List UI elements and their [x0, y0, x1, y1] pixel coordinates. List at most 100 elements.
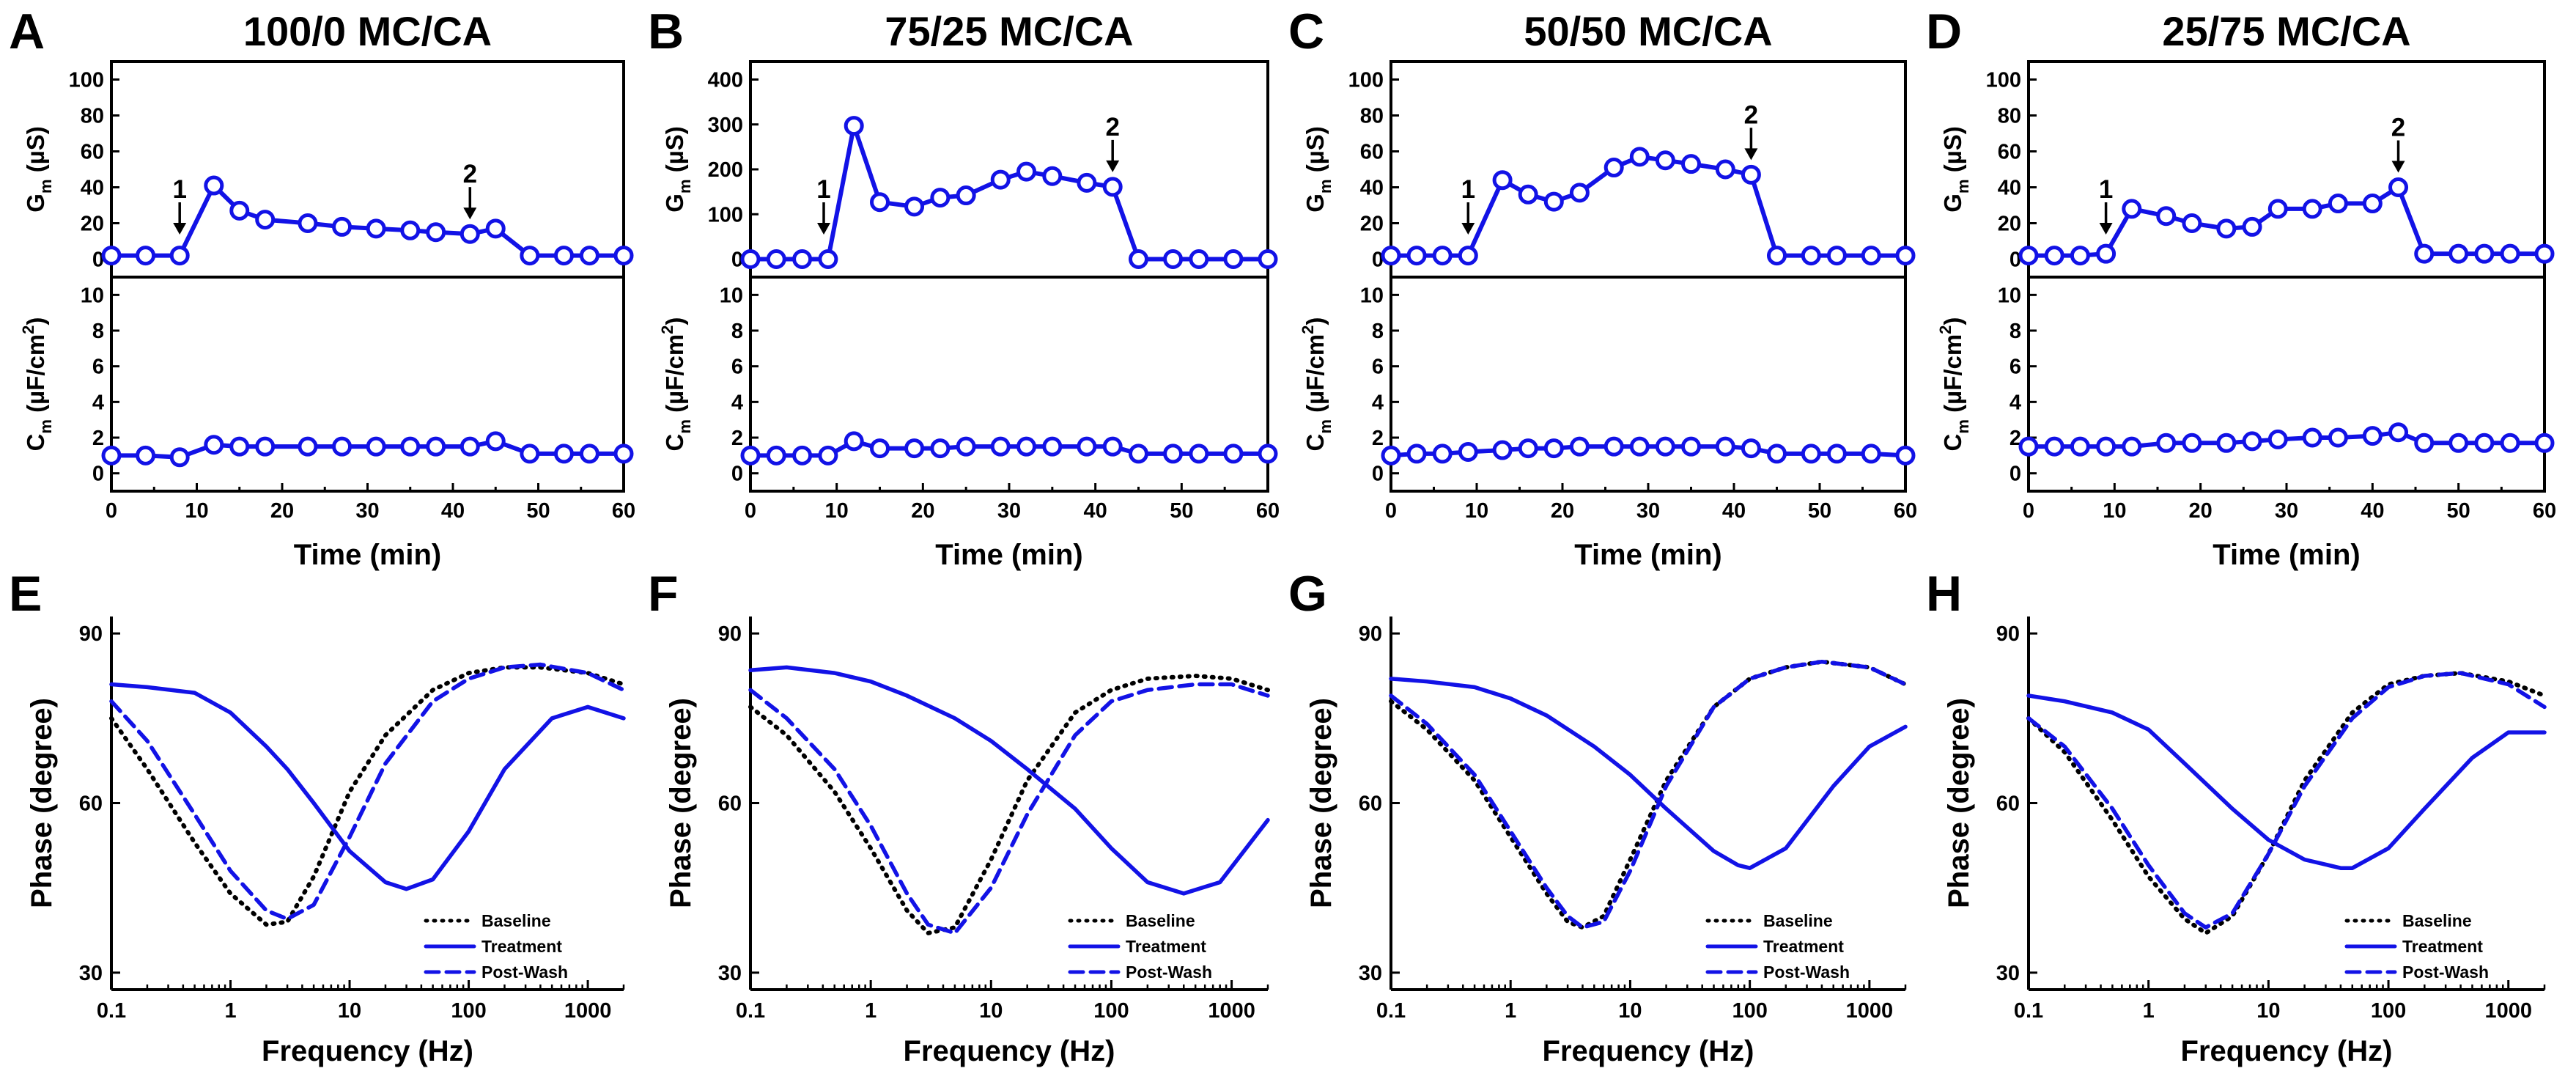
cm-data-point: [426, 436, 446, 457]
panel-title: 25/75 MC/CA: [2162, 8, 2410, 54]
cm-data-point: [1381, 445, 1401, 465]
time-axis-title: Time (min): [294, 539, 442, 571]
gm-tick-label: 20: [1360, 213, 1384, 236]
x-tick-label: 0: [106, 499, 117, 523]
cm-data-point: [792, 445, 813, 465]
cm-data-point: [2096, 436, 2116, 457]
gm-data-point: [2414, 243, 2435, 264]
gm-data-point: [136, 246, 156, 266]
x-tick-label: 100: [2371, 999, 2406, 1023]
annotation-arrow-head: [1106, 160, 1120, 172]
x-tick-label: 0: [2023, 499, 2034, 523]
cm-tick-label: 10: [720, 284, 743, 307]
cm-tick-label: 6: [1372, 356, 1384, 379]
cm-data-point: [332, 436, 353, 457]
cm-label-close: ): [661, 317, 688, 325]
gm-data-point: [2096, 243, 2116, 264]
time-axis-title: Time (min): [1574, 539, 1722, 571]
gm-tick-label: 40: [81, 177, 104, 200]
annotation-arrow-label: 1: [2099, 175, 2113, 204]
cm-label-unit: (µF/cm: [1939, 334, 1966, 419]
cm-data-point: [1861, 444, 1881, 464]
annotation-arrow-label: 1: [172, 175, 186, 204]
cm-data-point: [2448, 433, 2469, 453]
gm-data-point: [1042, 166, 1063, 186]
gm-data-point: [553, 246, 574, 266]
x-tick-label: 0.1: [1376, 999, 1406, 1023]
gm-axis-label: Gm (µS): [22, 126, 55, 212]
gm-axis-label: Gm (µS): [1939, 126, 1972, 212]
annotation-arrow-head: [817, 223, 831, 235]
cm-data-point: [366, 436, 386, 457]
cm-tick-label: 0: [92, 463, 104, 486]
gm-data-point: [2534, 243, 2555, 264]
gm-data-point: [1826, 246, 1847, 266]
cm-data-point: [1826, 444, 1847, 464]
annotation-arrow-head: [463, 207, 477, 220]
cm-tick-label: 0: [1372, 463, 1384, 486]
gm-data-point: [2267, 199, 2288, 219]
gm-data-point: [613, 246, 634, 266]
x-tick-label: 30: [1636, 499, 1660, 523]
gm-data-point: [2302, 199, 2322, 219]
x-tick-label: 100: [1093, 999, 1129, 1023]
gm-data-point: [740, 249, 761, 269]
gm-data-point: [2216, 218, 2237, 239]
post-wash-curve: [748, 682, 1270, 935]
gm-data-point: [204, 175, 224, 196]
gm-label-subscript: m: [676, 179, 694, 194]
legend-label-baseline: Baseline: [2402, 911, 2472, 930]
gm-label-symbol: G: [661, 194, 688, 213]
x-tick-label: 40: [2361, 499, 2384, 523]
gm-data-point: [844, 116, 864, 136]
x-tick-label: 60: [1256, 499, 1280, 523]
frequency-axis-title: Frequency (Hz): [262, 1035, 473, 1067]
gm-series-line: [111, 183, 624, 258]
gm-tick-label: 0: [731, 249, 743, 272]
cm-label-close: ): [22, 317, 49, 325]
cm-label-symbol: C: [1939, 434, 1966, 452]
gm-data-point: [2156, 206, 2177, 227]
x-tick-label: 0.1: [736, 999, 765, 1023]
cm-data-point: [2414, 433, 2435, 453]
panel-e: E 30 60 90 0.1 1 10 100 1000 Frequency (Hz) Phase …: [9, 566, 626, 1067]
panel-letter: F: [648, 566, 679, 622]
gm-data-point: [2500, 243, 2520, 264]
cm-tick-label: 2: [731, 427, 743, 450]
gm-data-point: [169, 246, 190, 266]
time-axis-title: Time (min): [935, 539, 1083, 571]
cm-axis-label: Cm (µF/cm2): [1936, 317, 1972, 452]
gm-tick-label: 0: [2009, 249, 2021, 272]
frequency-axis-title: Frequency (Hz): [1543, 1035, 1754, 1067]
gm-data-point: [1629, 147, 1650, 167]
gm-data-point: [818, 249, 838, 269]
cm-data-point: [204, 435, 224, 455]
gm-data-point: [1102, 177, 1123, 197]
x-tick-label: 1: [865, 999, 876, 1023]
cm-axis-label: Cm (µF/cm2): [19, 317, 55, 452]
legend-label-postwash: Post-Wash: [1126, 963, 1212, 982]
gm-data-point: [460, 224, 480, 244]
cm-data-point: [1629, 436, 1650, 457]
cm-axis-label: Cm (µF/cm2): [1299, 317, 1335, 452]
cm-label-close: ): [1302, 317, 1329, 325]
gm-data-point: [520, 246, 540, 266]
cm-data-point: [1492, 440, 1513, 460]
x-tick-label: 20: [911, 499, 934, 523]
x-tick-label: 30: [355, 499, 379, 523]
cm-label-superscript: 2: [19, 325, 37, 334]
y-tick-label: 60: [1359, 792, 1382, 816]
cm-data-point: [101, 445, 122, 465]
gm-data-point: [298, 213, 318, 233]
frequency-axis-title: Frequency (Hz): [904, 1035, 1115, 1067]
gm-label-symbol: G: [22, 194, 49, 213]
cm-data-point: [1767, 444, 1787, 464]
gm-label-unit: (µS): [1939, 126, 1966, 179]
cm-label-subscript: m: [37, 419, 55, 434]
y-tick-label: 60: [1996, 792, 2020, 816]
cm-tick-label: 8: [2009, 320, 2021, 343]
gm-tick-label: 60: [81, 141, 104, 164]
gm-data-point: [1129, 249, 1148, 269]
